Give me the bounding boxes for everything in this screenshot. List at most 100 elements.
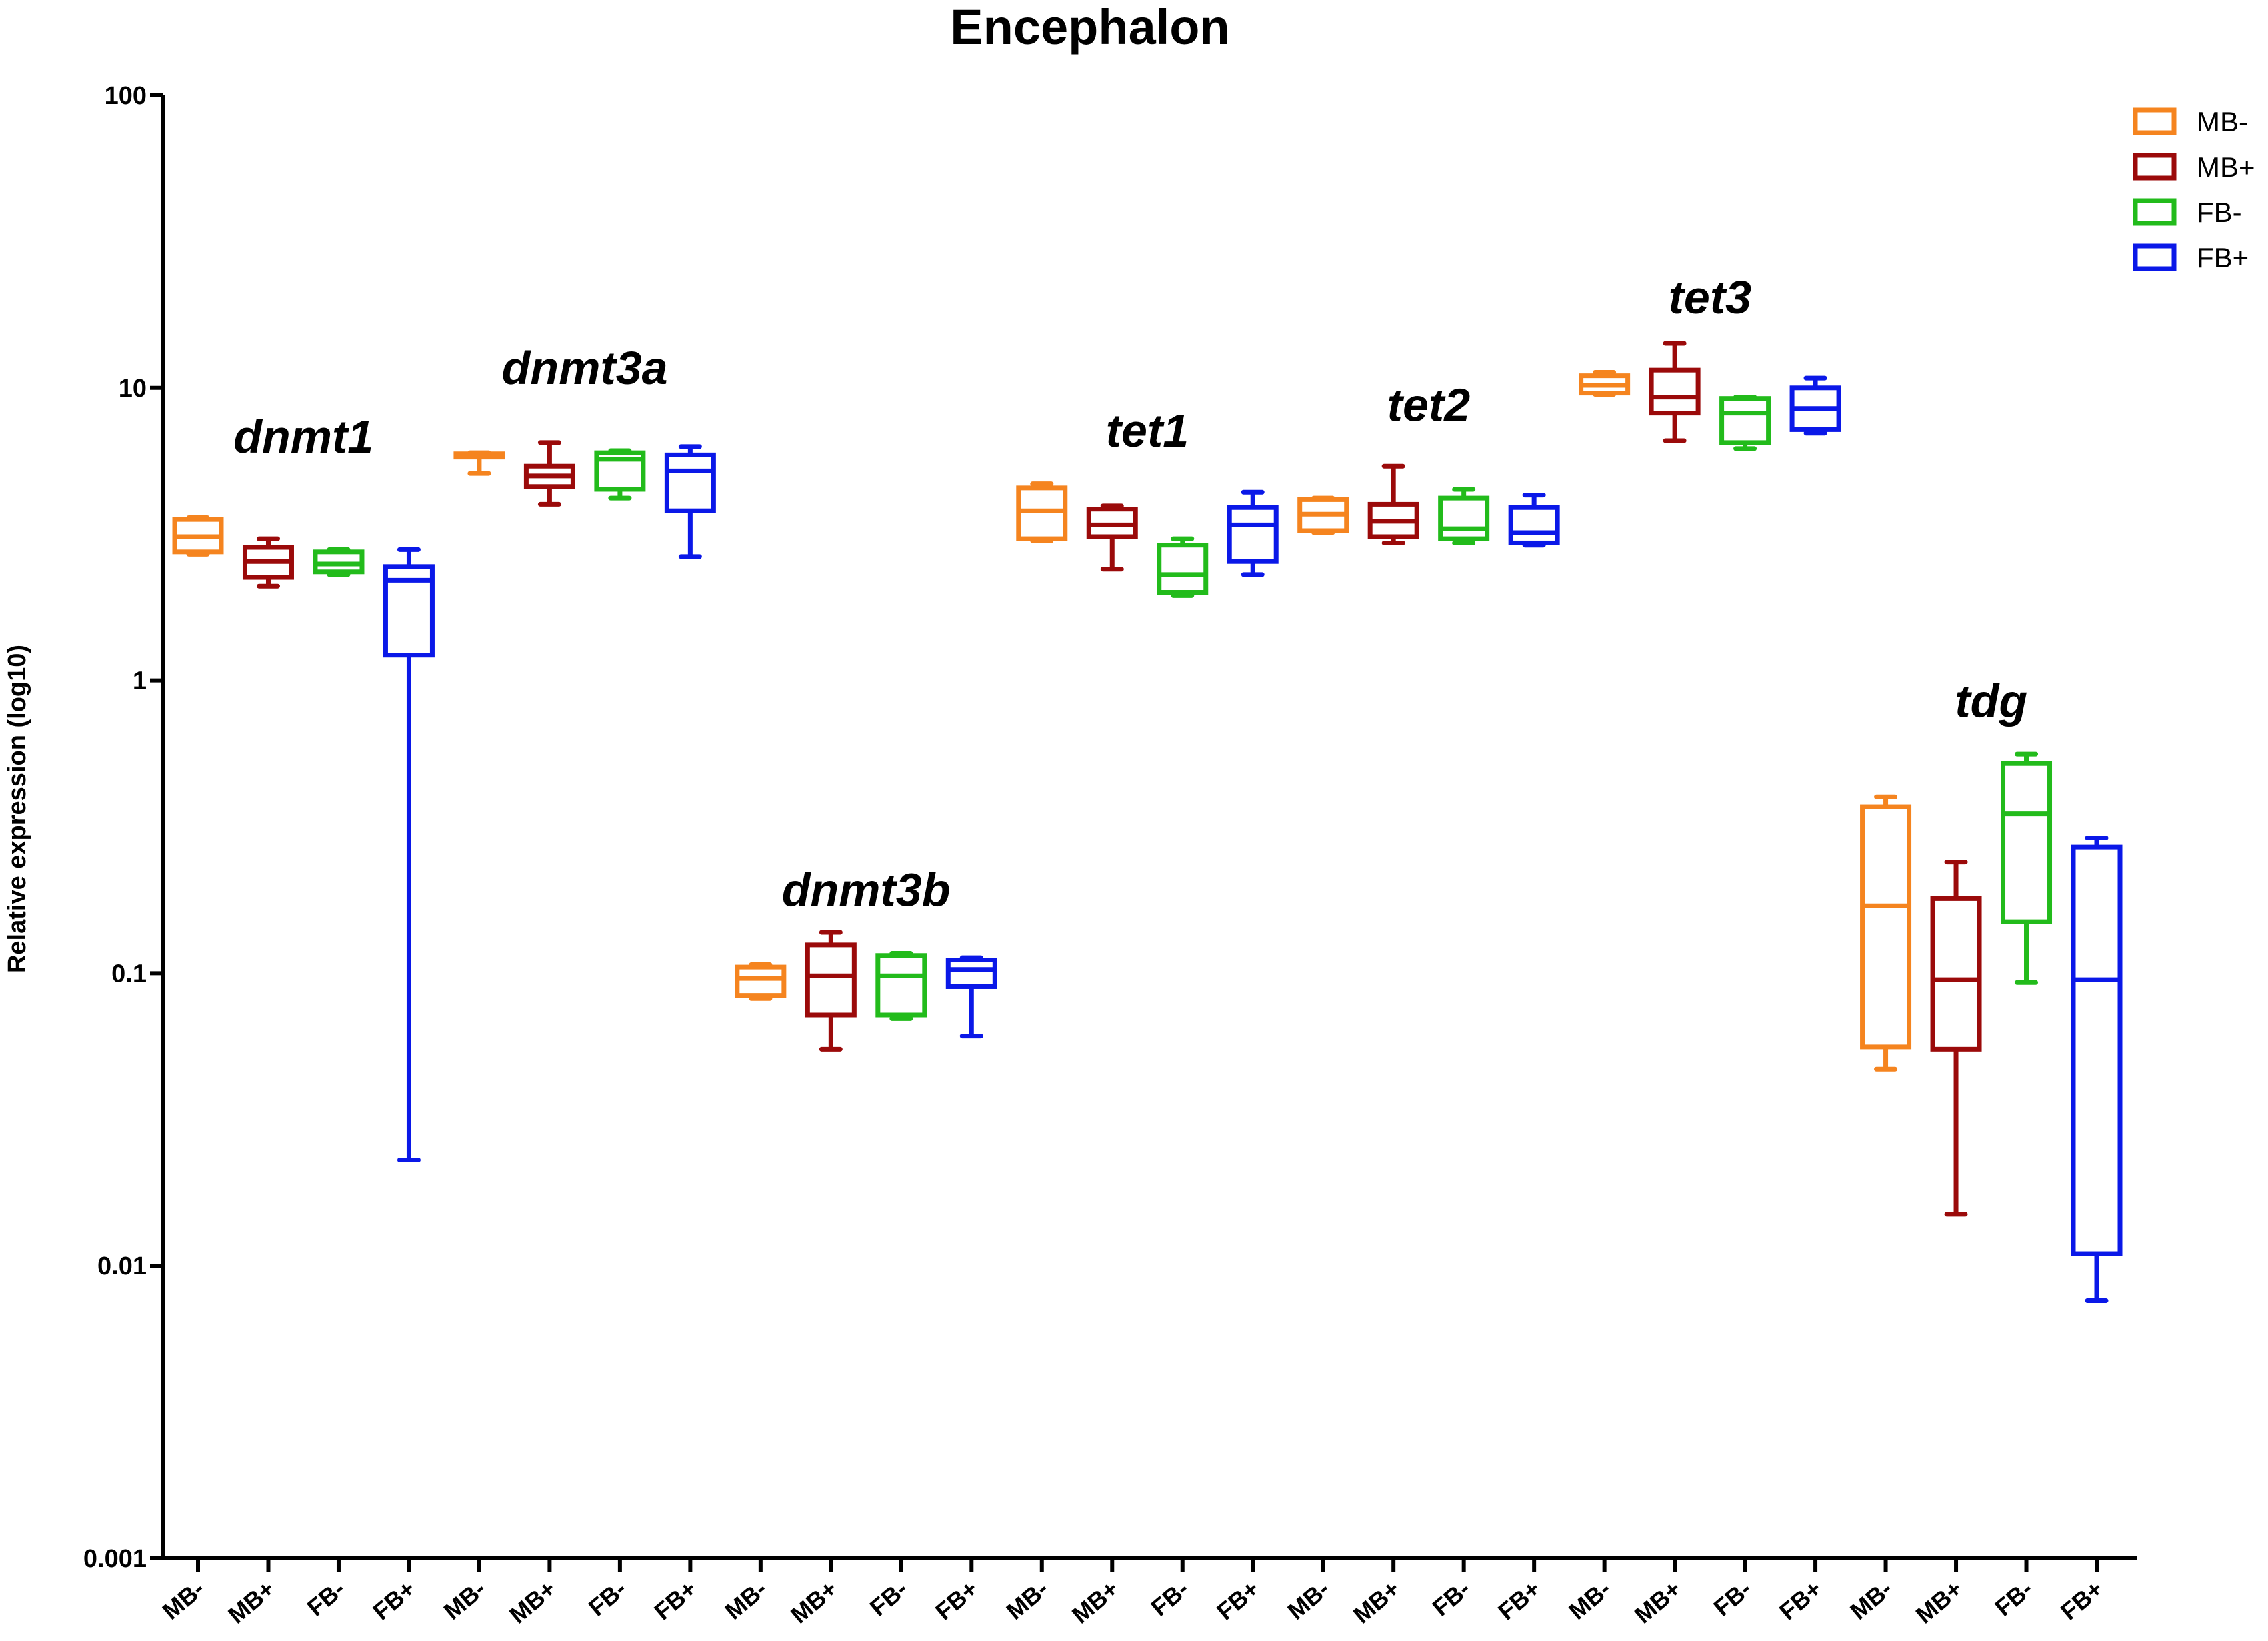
legend-swatch [2133,107,2177,135]
x-tick-label: FB+ [2055,1575,2108,1626]
legend-entry-label: MB- [2197,106,2248,137]
box-tet1-MB- [1016,481,1068,543]
gene-label-tet2: tet2 [1387,379,1471,431]
box-tet2-FB- [1438,487,1490,545]
box-tet3-FB- [1719,395,1771,451]
box-dnmt1-FB- [313,547,365,577]
box-dnmt1-FB+ [383,547,435,1162]
y-tick-label: 0.001 [83,1545,147,1573]
x-tick-label: FB+ [1774,1575,1827,1626]
gene-label-tdg: tdg [1955,675,2027,727]
legend-swatch [2133,198,2177,226]
box-dnmt3a-MB+ [523,440,575,507]
legend: MB- MB+ FB- FB+ [2133,106,2255,273]
x-tick-label: MB+ [1348,1575,1405,1629]
x-tick-label: MB+ [1629,1575,1686,1629]
box-tet2-FB+ [1508,493,1560,548]
box-iqr [2001,761,2053,924]
box-tet1-MB+ [1086,503,1138,572]
box-iqr [1227,505,1279,564]
x-tick-label: FB+ [649,1575,701,1626]
box-iqr [2071,844,2123,1256]
x-tick-label: FB+ [367,1575,420,1626]
x-tick-label: MB- [1001,1575,1053,1625]
gene-label-dnmt1: dnmt1 [233,411,373,463]
y-axis-label: Relative expression (log10) [3,645,31,973]
box-tdg-FB- [2001,751,2053,985]
box-iqr [1157,543,1209,595]
box-iqr [805,942,857,1018]
x-tick-label: MB- [1282,1575,1334,1625]
box-tdg-FB+ [2071,835,2123,1303]
gene-label-dnmt3b: dnmt3b [782,864,951,916]
x-tick-label: FB+ [1211,1575,1264,1626]
x-tick-label: FB- [1146,1575,1194,1622]
box-iqr [1438,495,1490,541]
chart-title: Encephalon [950,0,1229,55]
box-dnmt3b-MB- [735,962,787,1001]
box-tet1-FB+ [1227,489,1279,577]
legend-entry-label: MB+ [2197,151,2255,183]
box-iqr [1860,804,1912,1050]
x-tick-label: MB+ [1067,1575,1123,1629]
x-tick-label: FB- [1989,1575,2037,1622]
box-tet3-FB+ [1789,375,1841,436]
box-iqr [664,452,716,513]
x-tick-label: MB+ [504,1575,561,1629]
box-iqr [1719,396,1771,445]
box-dnmt3a-MB- [453,450,505,476]
x-tick-label: FB- [1427,1575,1475,1622]
box-tet1-FB- [1157,536,1209,598]
y-tick-label: 0.1 [111,960,147,988]
x-tick-label: FB- [865,1575,913,1622]
legend-entry-label: FB+ [2197,242,2249,273]
x-tick-label: FB- [583,1575,631,1622]
box-tet3-MB- [1579,370,1631,397]
box-iqr [1016,485,1068,541]
box-dnmt3a-FB- [594,448,646,501]
x-tick-label: MB+ [785,1575,842,1629]
x-tick-label: MB+ [1911,1575,1967,1629]
x-tick-label: MB+ [223,1575,279,1629]
legend-swatch [2133,153,2177,181]
box-iqr [594,450,646,492]
box-series [172,341,2123,1303]
box-iqr [1508,505,1560,545]
axes [161,95,2137,1560]
legend-swatch [2133,243,2177,271]
box-dnmt3b-FB- [875,950,927,1021]
gene-label-dnmt3a: dnmt3a [502,342,668,394]
x-tick-label: FB+ [930,1575,983,1626]
y-axis-ticks: 0.001 0.01 0.1 1 10 100 [83,82,163,1573]
gene-label-tet1: tet1 [1106,405,1189,457]
box-iqr [1930,896,1982,1052]
gene-labels: dnmt1 dnmt3a dnmt3b tet1 tet2 tet3 tdg [233,271,2027,916]
x-tick-label: MB- [439,1575,491,1625]
y-tick-label: 100 [105,82,147,110]
box-dnmt3b-FB+ [945,955,997,1039]
y-tick-label: 10 [119,375,147,403]
gene-label-tet3: tet3 [1669,271,1752,323]
box-iqr [945,958,997,989]
box-iqr [875,953,927,1018]
legend-entry-label: FB- [2197,197,2242,228]
x-axis-ticks: MB- MB+ FB- FB+ MB- MB+ FB- FB+ MB- MB+ FB- FB+ MB- M… [157,1558,2108,1629]
x-tick-label: FB+ [1493,1575,1545,1626]
box-tdg-MB- [1860,794,1912,1072]
x-tick-label: MB- [1845,1575,1897,1625]
box-iqr [1649,367,1701,416]
x-tick-label: MB- [157,1575,209,1625]
box-tet2-MB+ [1367,463,1419,545]
box-iqr [735,964,787,998]
box-dnmt3b-MB+ [805,930,857,1052]
box-tet3-MB+ [1649,341,1701,443]
x-tick-label: MB- [720,1575,772,1625]
y-tick-label: 1 [133,667,147,695]
y-tick-label: 0.01 [97,1252,147,1280]
box-tet2-MB- [1297,495,1349,535]
box-iqr [383,564,435,658]
x-tick-label: FB- [302,1575,350,1622]
box-tdg-MB+ [1930,860,1982,1217]
x-tick-label: FB- [1708,1575,1756,1622]
